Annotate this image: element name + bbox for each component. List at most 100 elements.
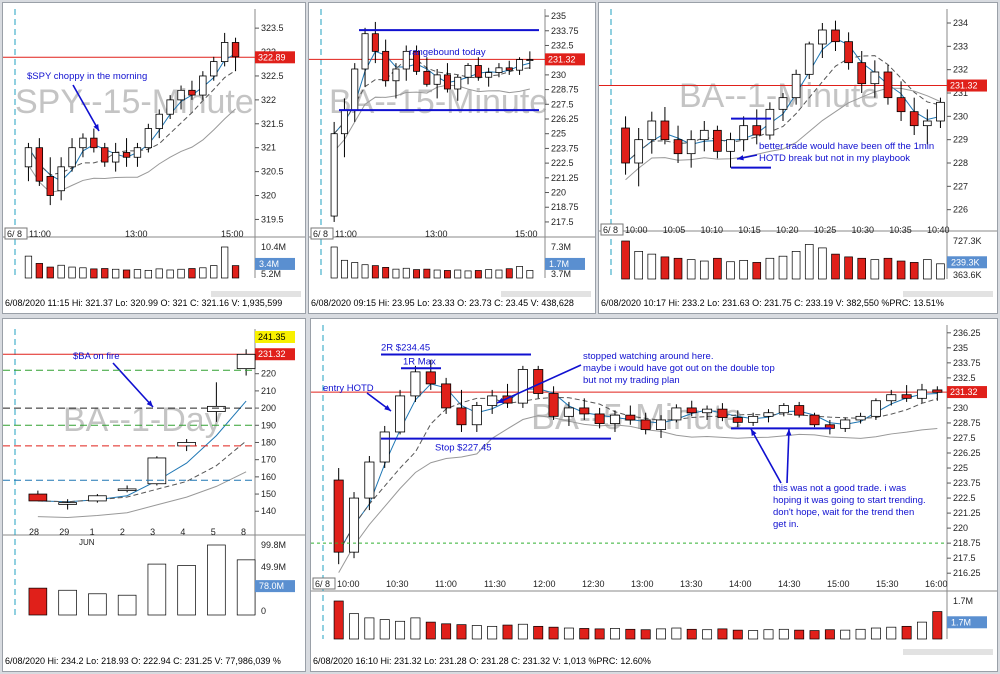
candle-body [517, 369, 528, 404]
volume-bar [485, 269, 493, 279]
candle-body [423, 70, 431, 85]
volume-bar [392, 268, 400, 279]
volume-bar [177, 268, 185, 279]
volume-bar [133, 269, 142, 279]
volume-bar [147, 563, 167, 616]
volume-bar [464, 270, 472, 279]
x-month-label: JUN [79, 538, 95, 547]
volume-bar [831, 253, 840, 280]
candle-body [122, 152, 131, 158]
candle-body [88, 495, 107, 502]
candle-body [732, 417, 743, 423]
candle-body [236, 353, 256, 370]
volume-bar [371, 265, 379, 279]
volume-bar [610, 628, 620, 640]
y-tick-label: 321 [261, 143, 276, 153]
annotation-text: stopped watching around here. [583, 351, 713, 362]
candle-body [932, 389, 943, 393]
y-tick-label: 190 [261, 420, 276, 430]
volume-bar [423, 268, 431, 279]
price-tag-label: 231.32 [548, 54, 576, 64]
ba-5-minute-chart[interactable]: BA--5-Minute236.25235233.75232.5231.2523… [310, 318, 998, 672]
volume-tick-label: 3.7M [551, 269, 571, 279]
candle-body [739, 125, 748, 141]
candle-body [199, 75, 207, 96]
ba-1-minute-chart[interactable]: BA--1-Minute 234 233 232 231 230 229 228 227 226 2… [598, 2, 998, 314]
horizontal-scrollbar[interactable] [903, 649, 993, 655]
x-tick-label: 11:00 [435, 579, 457, 589]
ema-line [338, 383, 938, 553]
volume-tick-label: 7.3M [551, 242, 571, 252]
volume-bar [166, 269, 174, 279]
annotation-arrow [72, 84, 100, 132]
y-tick-label: 225 [953, 463, 968, 473]
volume-tick-label: 0 [261, 606, 266, 616]
candle-body [90, 137, 98, 149]
candle-body [454, 76, 462, 90]
volume-bar [361, 264, 369, 279]
candle-body [713, 129, 722, 152]
volume-bar [660, 256, 670, 280]
volume-bar [936, 263, 945, 280]
candle-body [155, 113, 163, 129]
candle-body [364, 461, 375, 499]
candle-body [464, 65, 472, 78]
volume-bar [748, 630, 759, 640]
x-tick-label: 12:30 [582, 579, 605, 589]
volume-bar [425, 621, 436, 640]
status-bar: 6/08/2020 09:15 Hi: 23.95 Lo: 23.33 O: 2… [311, 298, 574, 308]
horizontal-scrollbar[interactable] [903, 291, 993, 297]
candle-body [379, 431, 390, 463]
x-tick-label: 12:00 [533, 579, 556, 589]
candle-body [840, 419, 851, 429]
volume-bar [809, 630, 820, 640]
horizontal-scrollbar[interactable] [211, 291, 301, 297]
volume-bar [35, 263, 43, 279]
annotation-arrow [496, 364, 582, 404]
annotation-text: rangebound today [409, 47, 486, 58]
y-tick-label: 223.75 [551, 143, 579, 153]
y-tick-label: 231 [953, 88, 968, 98]
volume-bar [763, 629, 774, 640]
ba-1-day-chart[interactable]: BA--1-Day 220 210 200 190 180 170 160 150 140 231.… [2, 318, 306, 672]
y-tick-label: 226.25 [953, 448, 981, 458]
candle-body [533, 369, 544, 394]
candle-body [443, 74, 451, 90]
candle-body [133, 147, 142, 158]
annotation-arrow-head [93, 124, 99, 131]
volume-bar [901, 625, 912, 640]
volume-tick-label: 1.7M [953, 596, 973, 606]
candle-body [818, 29, 827, 45]
x-tick-label: 10:25 [814, 225, 837, 235]
sma-line [338, 396, 938, 553]
candle-body [382, 50, 390, 82]
candle-body [752, 125, 762, 136]
candle-body [765, 108, 775, 136]
candle-body [809, 414, 820, 426]
volume-tick-label: 5.2M [261, 269, 281, 279]
x-tick-label: 15:30 [876, 579, 899, 589]
candle-body [883, 71, 893, 99]
x-tick-label: 10:00 [625, 225, 648, 235]
volume-bar [410, 617, 421, 640]
y-tick-label: 218.75 [953, 538, 981, 548]
y-tick-label: 235 [551, 11, 566, 21]
price-tag-label: 231.32 [950, 387, 978, 397]
volume-bar [883, 257, 893, 280]
candle-body [392, 68, 400, 82]
spy-15-minute-chart[interactable]: SPY--15-Minute323.5323322.5322321.532132… [2, 2, 306, 314]
volume-bar [117, 594, 137, 616]
annotation-text: but not my trading plan [583, 375, 680, 386]
volume-bar [717, 628, 728, 640]
horizontal-scrollbar[interactable] [501, 291, 591, 297]
candle-body [763, 412, 774, 417]
high-tag-label: 241.35 [258, 332, 286, 342]
x-tick-label: 3 [150, 527, 155, 537]
volume-bar [923, 259, 932, 280]
candle-body [333, 479, 344, 553]
candle-body [144, 128, 153, 149]
volume-bar [58, 589, 77, 616]
volume-bar [686, 628, 697, 640]
volume-bar [791, 251, 801, 280]
ba-15-minute-chart[interactable]: BA--15-Minute235233.75232.5231.25230228.… [308, 2, 596, 314]
